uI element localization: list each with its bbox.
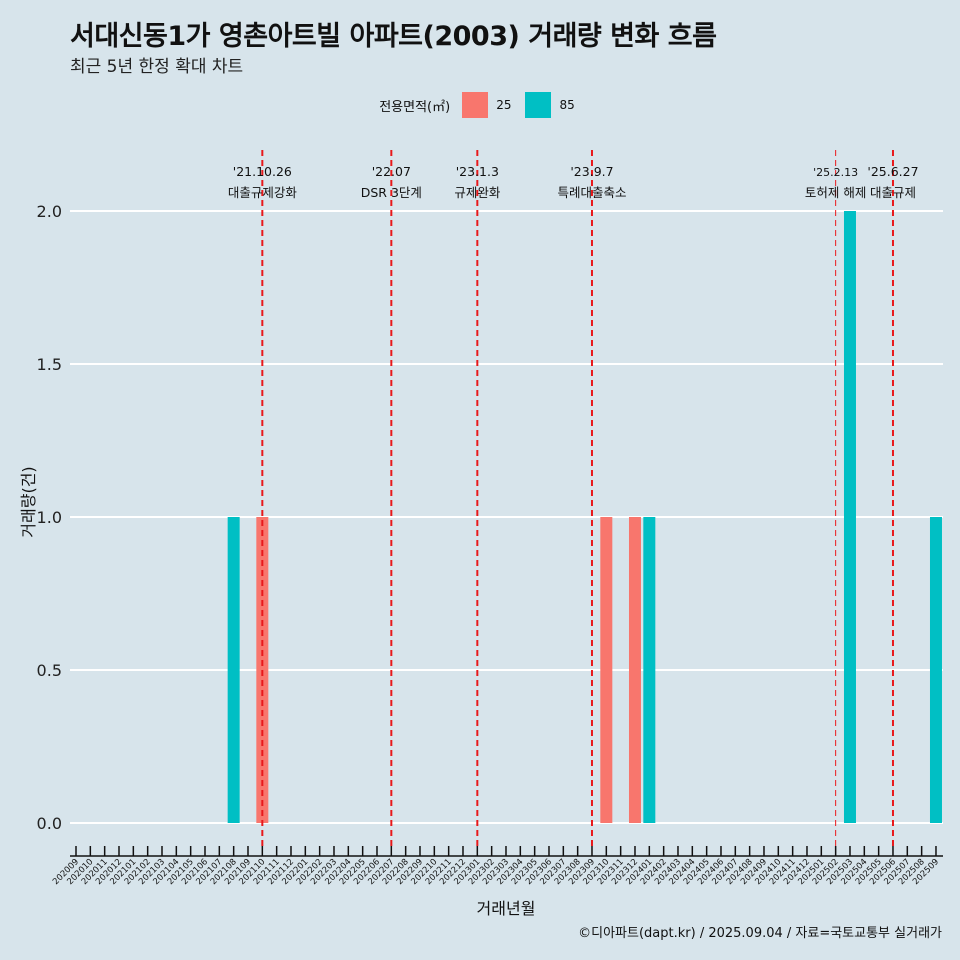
event-name-label: 토허제 해제 [805, 185, 866, 200]
bar [929, 517, 942, 823]
y-tick-label: 0.0 [37, 814, 62, 833]
legend-title: 전용면적(㎡) [379, 99, 451, 115]
y-tick-label: 1.0 [37, 508, 62, 527]
bar [600, 517, 613, 823]
event-date-label: '22.07 [372, 164, 411, 179]
event-name-label: 대출규제 [870, 185, 916, 200]
event-date-label: '25.2.13 [813, 166, 858, 179]
legend-label-25: 25 [496, 98, 512, 112]
chart-subtitle: 최근 5년 한정 확대 차트 [70, 57, 244, 77]
y-tick-label: 0.5 [37, 661, 62, 680]
bar [628, 517, 641, 823]
bar [843, 211, 856, 823]
event-date-label: '23.1.3 [456, 164, 499, 179]
event-name-label: 규제완화 [454, 185, 501, 200]
y-tick-label: 2.0 [37, 202, 62, 221]
y-axis-title: 거래량(건) [19, 466, 38, 537]
event-name-label: 특례대출축소 [557, 185, 626, 200]
y-tick-label: 1.5 [37, 355, 62, 374]
event-date-label: '23.9.7 [570, 164, 613, 179]
event-date-label: '21.10.26 [233, 164, 292, 179]
event-date-label: '25.6.27 [867, 164, 918, 179]
chart-title: 서대신동1가 영촌아트빌 아파트(2003) 거래량 변화 흐름 [70, 21, 717, 52]
x-axis-title: 거래년월 [477, 899, 536, 918]
bar [643, 517, 656, 823]
legend-key-25 [462, 92, 489, 118]
event-name-label: 대출규제강화 [228, 185, 298, 200]
event-name-label: DSR 3단계 [361, 185, 422, 200]
legend-label-85: 85 [559, 98, 575, 112]
source-caption: ©디아파트(dapt.kr) / 2025.09.04 / 자료=국토교통부 실… [578, 926, 942, 941]
legend-key-85 [525, 92, 552, 118]
legend: 전용면적(㎡) 25 85 [0, 92, 960, 118]
bar [227, 517, 240, 823]
